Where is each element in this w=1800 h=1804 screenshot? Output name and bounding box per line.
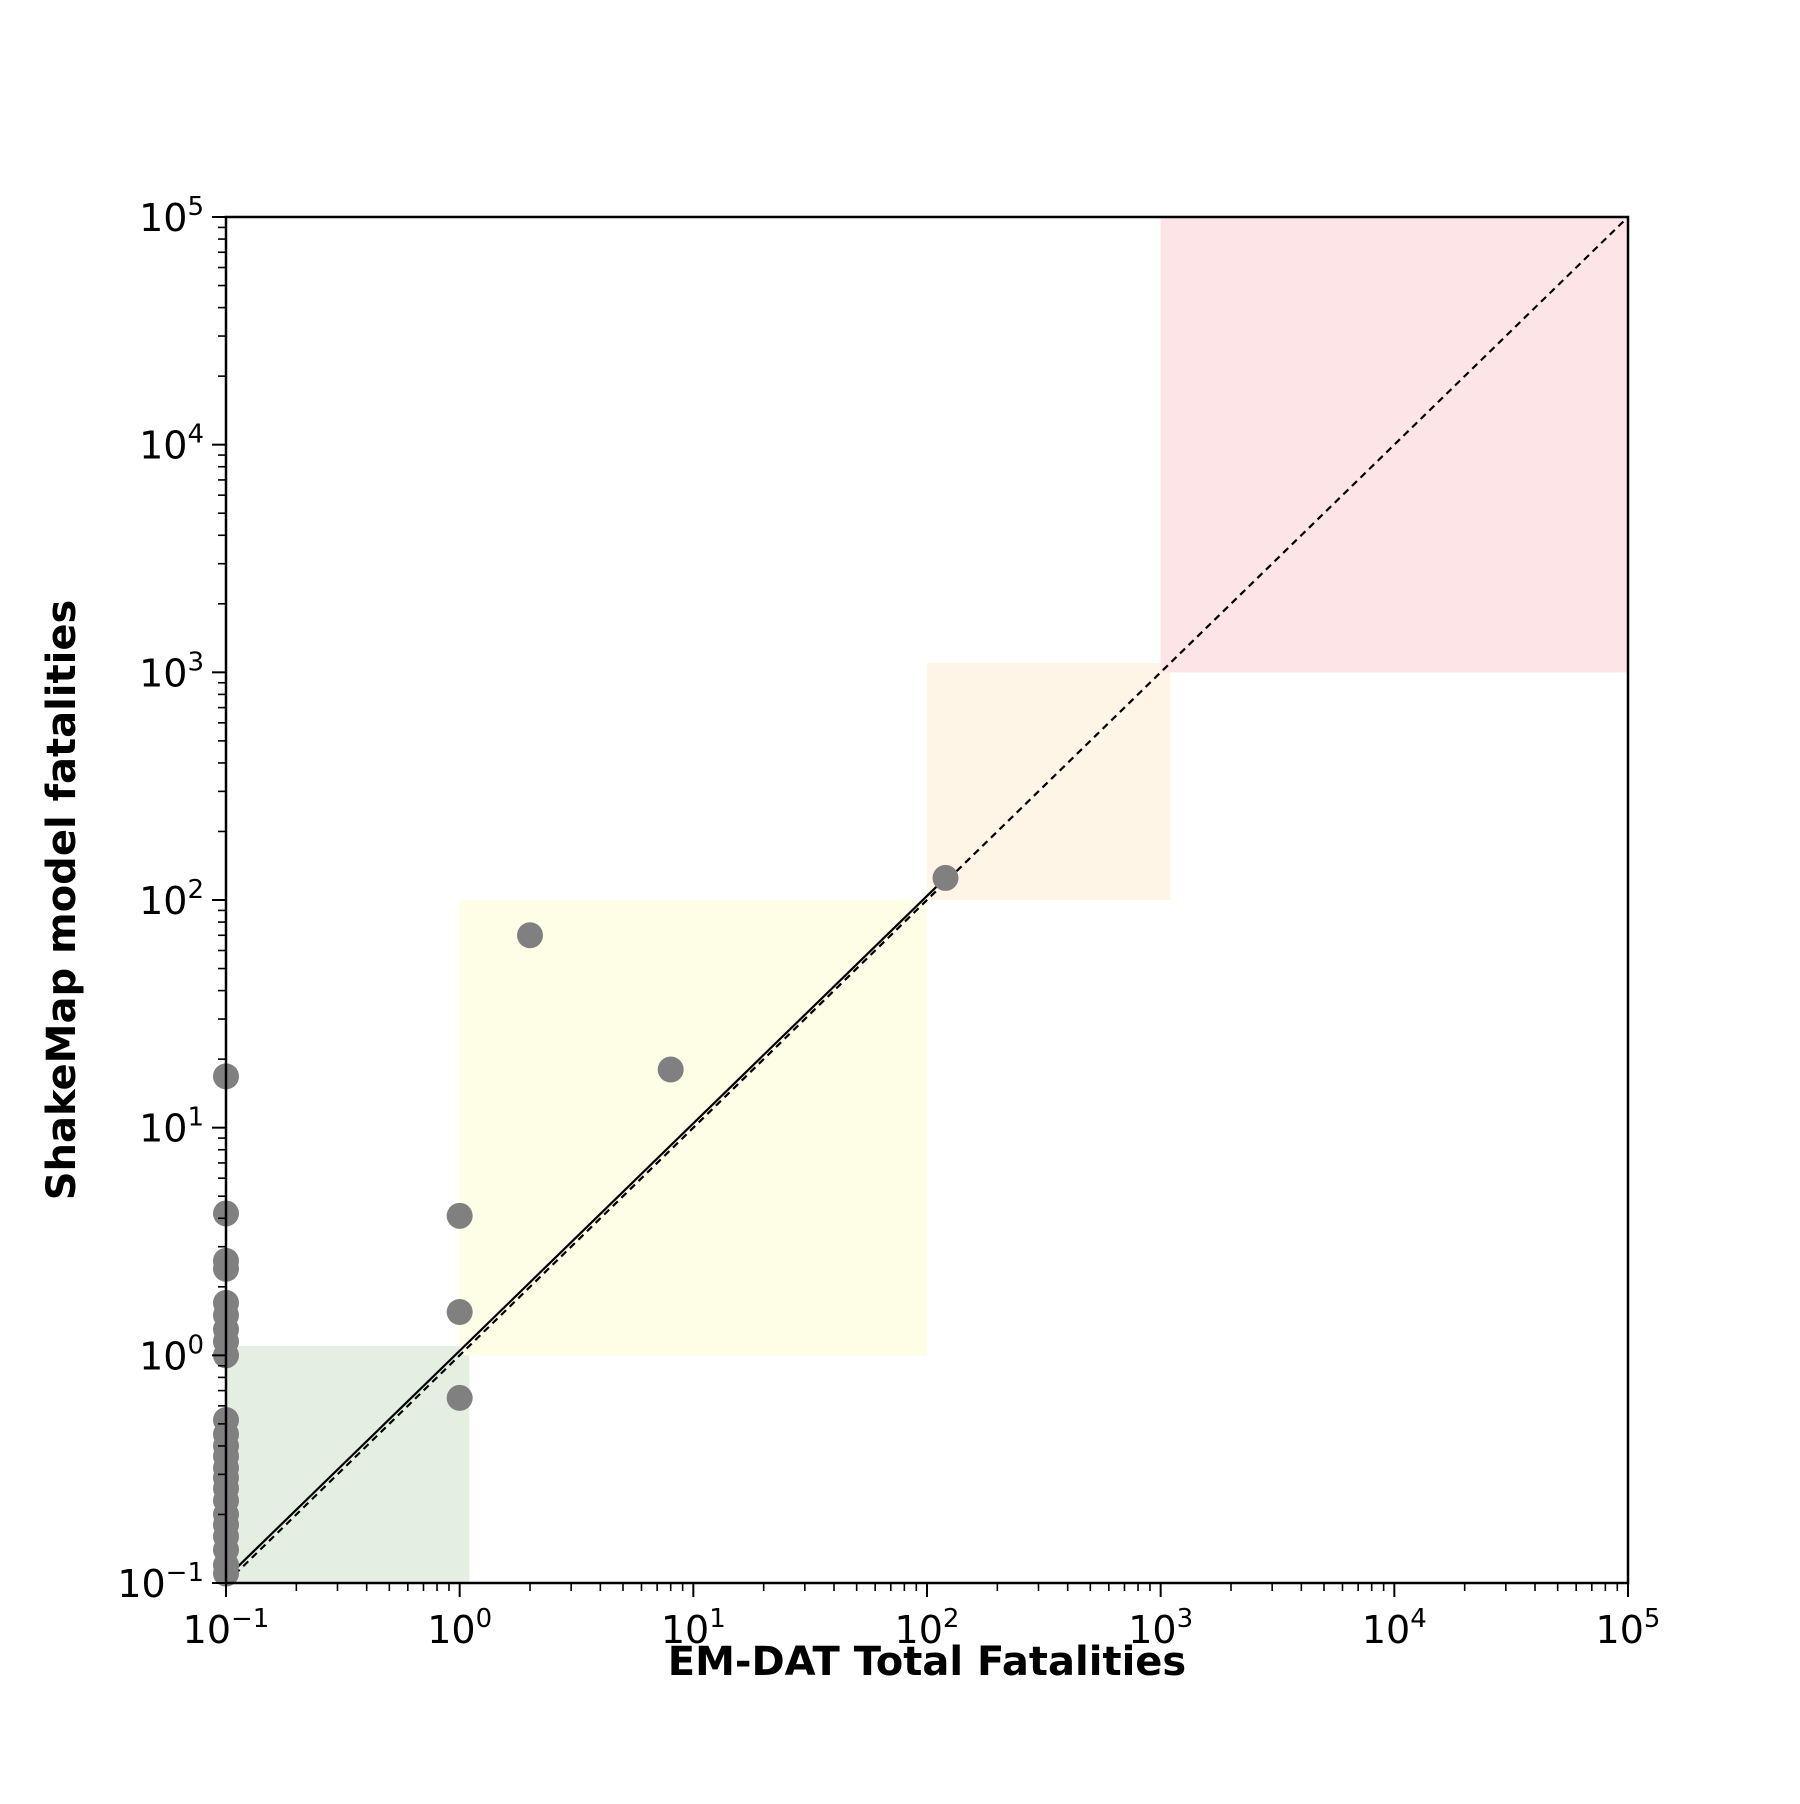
x-tick-label: 101: [661, 1604, 726, 1652]
x-tick-label: 105: [1596, 1604, 1661, 1652]
y-axis-ticks: 10−1 100 101 102 103 104 105: [117, 192, 226, 1606]
y-axis-title: ShakeMap model fatalities: [39, 600, 85, 1201]
x-tick-label: 102: [895, 1604, 960, 1652]
x-tick-label: 103: [1128, 1604, 1193, 1652]
y-tick-label: 103: [139, 647, 204, 695]
x-tick-label: 10−1: [183, 1604, 270, 1652]
x-axis-title: EM-DAT Total Fatalities: [668, 1639, 1186, 1685]
data-point: [446, 1202, 473, 1229]
y-tick-label: 105: [139, 192, 204, 240]
x-axis-ticks: 10−1 100 101 102 103 104 105: [183, 1583, 1661, 1652]
reference-lines: [225, 216, 1629, 1584]
x-tick-label: 100: [427, 1604, 492, 1652]
y-tick-label: 101: [139, 1103, 204, 1151]
y-tick-label: 102: [139, 875, 204, 923]
data-point: [446, 1299, 473, 1326]
data-point: [446, 1384, 473, 1411]
shaded-region-4: [1160, 217, 1628, 673]
shaded-region-3: [927, 662, 1171, 900]
y-tick-label: 10−1: [117, 1558, 204, 1606]
data-point: [657, 1056, 684, 1083]
data-point: [932, 864, 959, 891]
one-to-one-dashed-line: [225, 216, 1629, 1584]
fit-solid-line: [225, 877, 947, 1579]
data-point: [517, 922, 544, 949]
y-tick-label: 100: [139, 1330, 204, 1378]
y-tick-label: 104: [139, 420, 204, 468]
x-tick-label: 104: [1362, 1604, 1427, 1652]
